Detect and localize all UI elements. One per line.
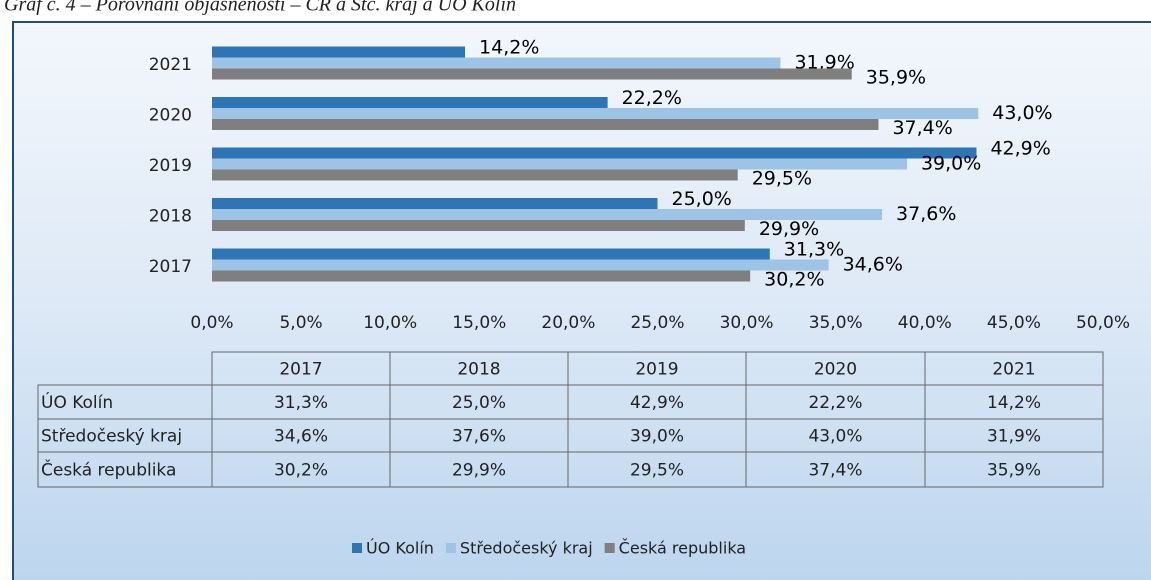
y-tick-label: 2019 [149,156,192,176]
data-label: 22,2% [622,87,682,109]
bar [212,248,770,260]
table-header: 2021 [992,360,1035,380]
data-label: 37,6% [896,203,956,225]
bar [212,198,658,209]
bar [212,108,979,119]
table-value: 31,9% [987,427,1041,447]
x-tick-label: 5,0% [279,313,322,333]
x-tick-label: 25,0% [630,313,684,333]
table-value: 31,3% [274,393,328,413]
data-label: 29,5% [752,168,812,190]
table-value: 37,4% [808,461,862,481]
table-value: 22,2% [808,393,862,413]
bar [212,259,829,271]
data-label: 29,9% [759,218,819,240]
bar [212,97,608,108]
data-label: 14,2% [479,37,539,59]
bar [212,220,745,231]
legend-label: Česká republika [619,539,746,558]
x-tick-label: 40,0% [898,313,952,333]
table-row-label: ÚO Kolín [41,391,113,413]
legend-swatch [445,543,456,553]
table-value: 37,6% [452,427,506,447]
table-value: 43,0% [808,427,862,447]
data-label: 31,3% [784,239,844,261]
table-value: 30,2% [274,461,328,481]
data-label: 30,2% [764,269,824,291]
table-header: 2020 [814,360,857,380]
table-value: 42,9% [630,393,684,413]
bar [212,46,466,58]
x-tick-label: 50,0% [1076,313,1130,333]
x-tick-label: 0,0% [190,313,233,333]
table-value: 29,9% [452,461,506,481]
y-tick-label: 2021 [149,55,192,75]
table-value: 39,0% [630,427,684,447]
table-value: 35,9% [987,461,1041,481]
bar [212,119,879,130]
x-tick-label: 20,0% [541,313,595,333]
x-tick-label: 35,0% [809,313,863,333]
legend-label: ÚO Kolín [366,539,434,558]
bar [212,270,751,282]
y-tick-label: 2018 [149,207,192,227]
table-value: 14,2% [987,393,1041,413]
table-header: 2017 [279,360,322,380]
table-row-label: Česká republika [41,459,176,481]
data-label: 34,6% [843,254,903,276]
x-tick-label: 10,0% [363,313,417,333]
x-tick-label: 15,0% [452,313,506,333]
chart-title: Graf č. 4 – Porovnání objasněnosti – ČR … [4,0,516,16]
data-label: 31,9% [794,52,854,74]
table-value: 34,6% [274,427,328,447]
table-cell [924,451,1104,488]
data-label: 25,0% [672,188,732,210]
data-label: 37,4% [892,117,952,139]
legend-swatch [604,543,615,553]
table-value: 25,0% [452,393,506,413]
data-label: 43,0% [992,102,1052,124]
bar [212,169,738,181]
table-value: 29,5% [630,461,684,481]
legend-swatch [352,543,362,553]
bar [212,68,852,80]
table-header: 2019 [635,360,678,380]
x-tick-label: 30,0% [720,313,774,333]
legend-label: Středočeský kraj [460,539,593,558]
table-row-label: Středočeský kraj [41,427,182,447]
bar [212,158,907,170]
bar [212,147,977,159]
bar [212,209,883,220]
y-tick-label: 2017 [149,257,192,277]
table-header: 2018 [457,360,500,380]
x-tick-label: 45,0% [987,313,1041,333]
y-tick-label: 2020 [149,106,192,126]
bar [212,57,781,69]
data-label: 35,9% [866,67,926,89]
data-label: 39,0% [921,153,981,175]
data-label: 42,9% [990,138,1050,160]
